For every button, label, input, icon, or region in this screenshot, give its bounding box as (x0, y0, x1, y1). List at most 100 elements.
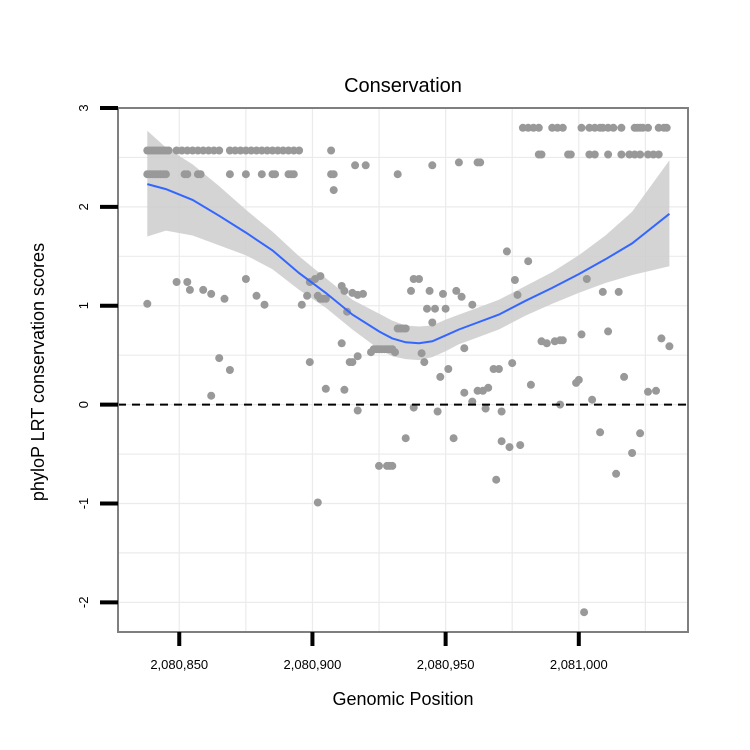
data-point (425, 286, 434, 295)
data-point (428, 161, 437, 170)
data-point (327, 146, 336, 155)
data-point (297, 300, 306, 309)
data-point (313, 498, 322, 507)
data-point (460, 344, 469, 353)
data-point (401, 434, 410, 443)
data-point (444, 365, 453, 373)
data-point (252, 291, 261, 300)
data-point (604, 150, 613, 159)
data-point (433, 407, 442, 416)
data-point (596, 428, 605, 437)
y-tick-label: -2 (76, 597, 91, 609)
data-point (329, 186, 338, 195)
data-point (620, 372, 629, 381)
x-tick-label: 2,080,950 (417, 657, 475, 672)
data-point (393, 170, 402, 179)
data-point (468, 397, 477, 406)
data-point (415, 275, 423, 283)
data-point (388, 461, 397, 470)
data-point (316, 272, 325, 281)
x-tick-label: 2,080,850 (150, 657, 208, 672)
data-point (526, 380, 535, 389)
data-point (439, 289, 447, 298)
data-point (353, 352, 362, 361)
data-point (537, 150, 546, 159)
data-point (542, 339, 551, 348)
data-point (199, 285, 208, 294)
data-point (484, 383, 493, 392)
data-point (497, 437, 506, 446)
data-point (524, 257, 533, 266)
data-point (340, 286, 349, 295)
data-point (441, 304, 450, 313)
data-point (215, 146, 224, 155)
data-point (636, 150, 645, 159)
data-point (337, 339, 346, 348)
data-point (183, 278, 192, 286)
data-point (225, 366, 234, 374)
data-point (161, 170, 170, 179)
data-point (361, 161, 370, 170)
data-point (241, 275, 250, 283)
data-point (348, 358, 357, 367)
data-point (417, 349, 426, 358)
data-point (497, 407, 506, 416)
data-point (143, 299, 152, 308)
data-point (582, 275, 591, 283)
data-point (295, 146, 304, 155)
data-point (468, 300, 477, 309)
data-point (164, 146, 173, 155)
data-point (558, 336, 567, 345)
data-point (460, 388, 469, 397)
data-point (321, 294, 330, 303)
data-point (340, 385, 349, 394)
data-point (172, 278, 181, 286)
x-tick-label: 2,081,000 (550, 657, 608, 672)
x-axis: 2,080,850 2,080,900 2,080,950 2,081,000 (150, 632, 608, 672)
data-point (260, 300, 269, 309)
data-point (566, 150, 575, 159)
smooth-line (147, 183, 671, 345)
data-point (598, 287, 607, 296)
y-tick-label: -1 (76, 498, 91, 510)
data-point (428, 318, 437, 327)
data-point (375, 461, 383, 470)
data-point (225, 170, 234, 179)
data-point (574, 375, 583, 384)
data-point (508, 359, 517, 368)
data-point (353, 406, 362, 415)
data-point (457, 292, 466, 301)
data-point (185, 285, 194, 294)
data-point (401, 324, 410, 333)
scatter-points (143, 123, 674, 617)
data-point (431, 304, 439, 313)
data-point (351, 161, 360, 170)
data-point (436, 372, 445, 381)
data-point (644, 123, 652, 132)
data-point (257, 170, 266, 179)
data-point (516, 441, 525, 450)
data-point (590, 150, 599, 159)
data-point (196, 170, 205, 179)
data-point (305, 358, 314, 367)
chart-title: Conservation (344, 75, 462, 97)
data-point (644, 387, 652, 396)
data-point (481, 404, 490, 413)
data-point (449, 434, 458, 443)
panel-border (117, 107, 689, 633)
data-point (580, 608, 589, 617)
data-point (329, 170, 338, 179)
data-point (271, 170, 280, 179)
data-point (476, 158, 485, 167)
data-point (665, 342, 674, 351)
data-point (654, 150, 663, 159)
data-point (502, 247, 511, 256)
data-point (604, 327, 613, 336)
y-tick-label: 2 (76, 203, 91, 210)
data-point (614, 287, 623, 296)
data-point (662, 123, 671, 132)
data-point (558, 123, 567, 132)
data-point (556, 400, 565, 409)
data-point (407, 286, 415, 295)
